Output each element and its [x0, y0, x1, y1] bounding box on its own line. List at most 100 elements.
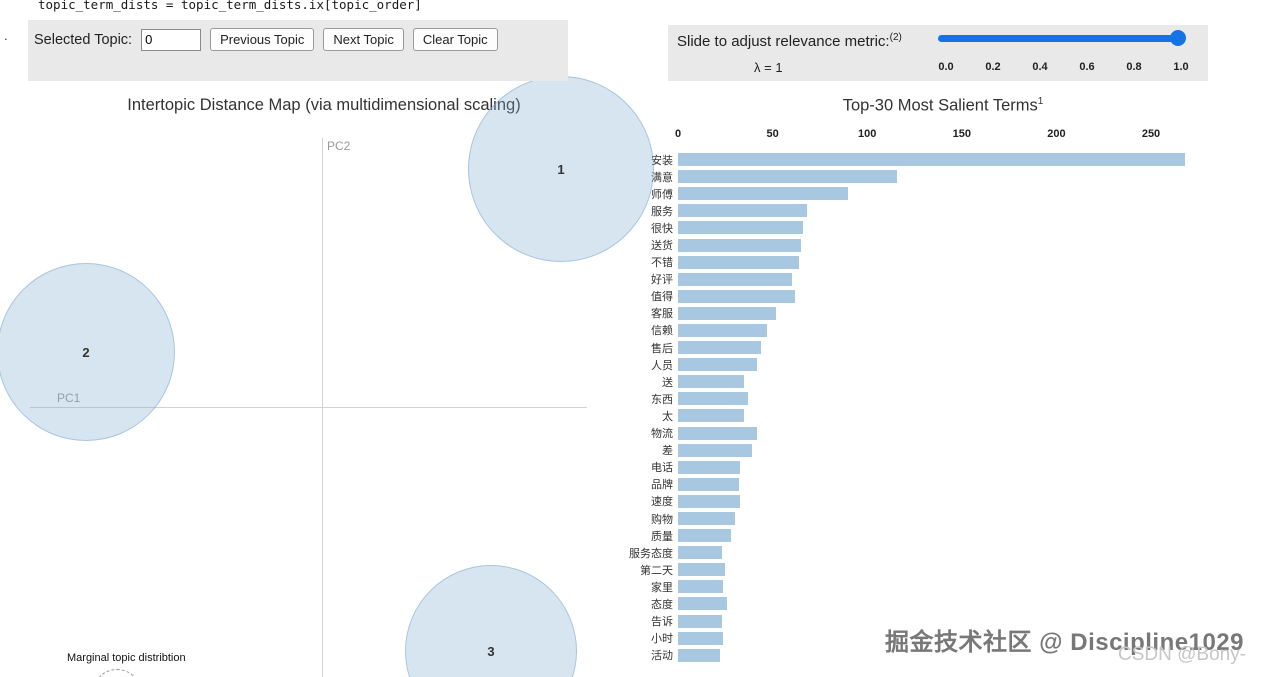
topic-circle-1[interactable]: 1	[468, 76, 654, 262]
bar-row: 电话	[585, 459, 1265, 476]
selected-topic-input[interactable]	[141, 28, 202, 51]
bar-row: 不错	[585, 254, 1265, 271]
term-bar[interactable]	[678, 341, 762, 355]
topic-circle-3[interactable]: 3	[405, 565, 577, 677]
bar-row: 第二天	[585, 561, 1265, 578]
term-label: 满意	[651, 171, 673, 184]
term-bar[interactable]	[678, 187, 849, 201]
bar-row: 告诉	[585, 613, 1265, 630]
term-bar[interactable]	[678, 580, 724, 594]
x-axis-tick-label: 150	[952, 128, 971, 140]
term-label: 信赖	[651, 325, 673, 338]
bar-row: 客服	[585, 305, 1265, 322]
term-bar[interactable]	[678, 153, 1186, 167]
term-bar[interactable]	[678, 477, 739, 491]
term-label: 服务态度	[629, 547, 673, 560]
bar-row: 安装	[585, 151, 1265, 168]
code-line: topic_term_dists = topic_term_dists.ix[t…	[38, 0, 422, 12]
term-label: 东西	[651, 393, 673, 406]
bar-row: 速度	[585, 493, 1265, 510]
slider-tick-label: 0.2	[985, 61, 1001, 73]
term-bar[interactable]	[678, 221, 803, 235]
term-label: 值得	[651, 291, 673, 304]
bar-row: 送	[585, 373, 1265, 390]
lambda-value-label: λ = 1	[754, 60, 783, 75]
term-bar[interactable]	[678, 306, 777, 320]
bar-row: 师傅	[585, 185, 1265, 202]
relevance-slider-knob[interactable]	[1170, 30, 1186, 46]
relevance-footnote: (2)	[889, 32, 902, 43]
term-label: 电话	[651, 462, 673, 475]
term-label: 送	[662, 376, 673, 389]
next-topic-button[interactable]: Next Topic	[323, 28, 404, 51]
term-bar[interactable]	[678, 323, 767, 337]
term-bar[interactable]	[678, 494, 741, 508]
term-label: 家里	[651, 581, 673, 594]
term-bar[interactable]	[678, 358, 758, 372]
term-label: 告诉	[651, 616, 673, 629]
slider-tick-label: 0.6	[1079, 61, 1095, 73]
term-bar[interactable]	[678, 631, 724, 645]
bar-row: 太	[585, 407, 1265, 424]
term-bar[interactable]	[678, 238, 801, 252]
x-axis-tick-label: 100	[858, 128, 877, 140]
term-bar[interactable]	[678, 272, 792, 286]
marginal-legend-circle	[92, 669, 142, 677]
term-bar[interactable]	[678, 563, 726, 577]
marginal-distribution-label: Marginal topic distribtion	[67, 652, 186, 664]
stray-dot: .	[4, 28, 8, 43]
bar-row: 值得	[585, 288, 1265, 305]
slider-tick-label: 1.0	[1173, 61, 1189, 73]
term-bar[interactable]	[678, 512, 735, 526]
slider-tick-label: 0.0	[938, 61, 954, 73]
topic-circle-2[interactable]: 2	[0, 263, 175, 441]
term-label: 差	[662, 445, 673, 458]
term-bar[interactable]	[678, 614, 722, 628]
term-label: 师傅	[651, 188, 673, 201]
slider-tick-label: 0.4	[1032, 61, 1048, 73]
pc1-axis-line	[30, 407, 587, 408]
bar-row: 家里	[585, 578, 1265, 595]
bar-chart-title: Top-30 Most Salient Terms1	[842, 96, 1044, 115]
term-label: 第二天	[640, 564, 673, 577]
term-bar[interactable]	[678, 443, 752, 457]
clear-topic-button[interactable]: Clear Topic	[412, 28, 498, 51]
term-bar[interactable]	[678, 426, 758, 440]
term-label: 活动	[651, 650, 673, 663]
x-axis-tick-label: 50	[766, 128, 779, 140]
term-bar[interactable]	[678, 170, 898, 184]
previous-topic-button[interactable]: Previous Topic	[210, 28, 315, 51]
term-label: 好评	[651, 274, 673, 287]
term-bar[interactable]	[678, 409, 745, 423]
term-bar[interactable]	[678, 460, 741, 474]
term-label: 售后	[651, 342, 673, 355]
topic-control-panel: Selected Topic: Previous Topic Next Topi…	[28, 20, 568, 81]
term-bar[interactable]	[678, 392, 748, 406]
term-bar[interactable]	[678, 648, 720, 662]
relevance-slider-track[interactable]	[938, 35, 1185, 42]
bar-row: 购物	[585, 510, 1265, 527]
term-label: 客服	[651, 308, 673, 321]
term-bar[interactable]	[678, 289, 796, 303]
term-label: 小时	[651, 633, 673, 646]
term-label: 物流	[651, 428, 673, 441]
x-axis-tick-label: 250	[1141, 128, 1161, 140]
term-bar[interactable]	[678, 546, 722, 560]
bar-row: 态度	[585, 595, 1265, 612]
bar-row: 信赖	[585, 322, 1265, 339]
term-bar[interactable]	[678, 375, 745, 389]
term-bar[interactable]	[678, 597, 728, 611]
bar-row: 服务态度	[585, 544, 1265, 561]
term-label: 不错	[651, 257, 673, 270]
bar-row: 东西	[585, 390, 1265, 407]
term-bar[interactable]	[678, 204, 807, 218]
bar-row: 小时	[585, 630, 1265, 647]
term-bar[interactable]	[678, 255, 800, 269]
bar-row: 服务	[585, 202, 1265, 219]
term-label: 安装	[651, 154, 673, 167]
term-label: 品牌	[651, 479, 673, 492]
pc2-axis-label: PC2	[327, 139, 351, 153]
term-bar[interactable]	[678, 529, 731, 543]
watermark-csdn: CSDN @Bony-	[1118, 644, 1247, 665]
